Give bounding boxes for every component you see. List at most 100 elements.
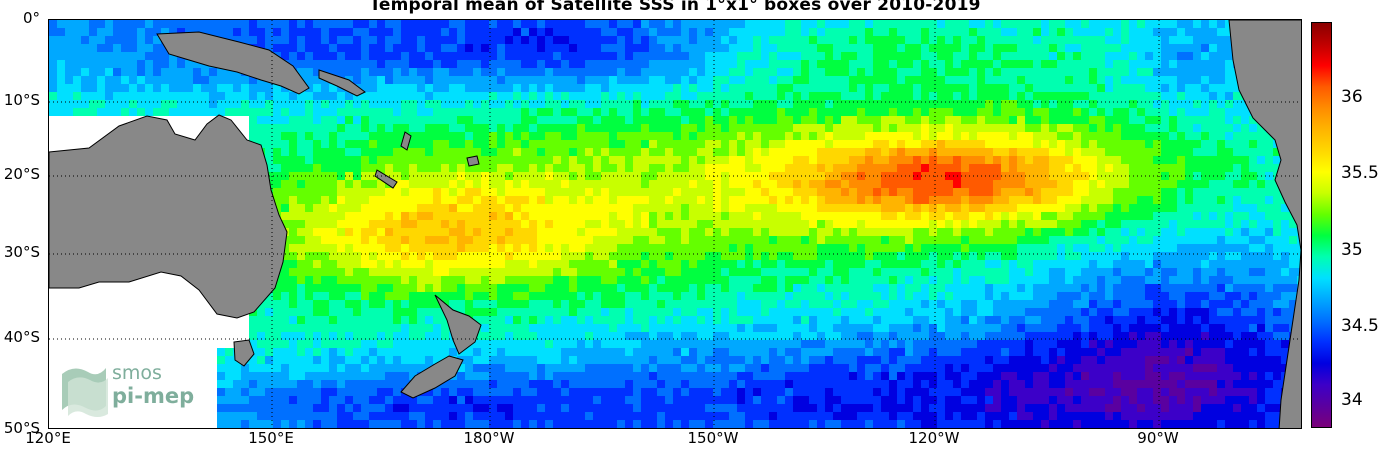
sss-cell [337,124,345,132]
sss-cell [865,284,873,292]
sss-cell [841,220,849,228]
sss-cell [1225,220,1233,228]
sss-cell [625,52,633,60]
sss-cell [873,108,881,116]
sss-cell [457,28,465,36]
sss-cell [801,76,809,84]
sss-cell [1177,180,1185,188]
sss-cell [1001,132,1009,140]
sss-cell [817,52,825,60]
sss-cell [297,100,305,108]
sss-cell [545,284,553,292]
sss-cell [777,100,785,108]
sss-cell [569,124,577,132]
sss-cell [481,268,489,276]
sss-cell [689,44,697,52]
sss-cell [1041,148,1049,156]
sss-cell [577,276,585,284]
sss-cell [1273,212,1281,220]
sss-cell [1225,68,1233,76]
sss-cell [529,156,537,164]
sss-cell [873,44,881,52]
sss-cell [449,284,457,292]
sss-cell [617,148,625,156]
sss-cell [1017,92,1025,100]
sss-cell [793,212,801,220]
sss-cell [1081,196,1089,204]
sss-cell [857,108,865,116]
sss-cell [721,148,729,156]
sss-cell [233,20,241,28]
sss-cell [569,140,577,148]
sss-cell [673,244,681,252]
sss-cell [785,260,793,268]
sss-cell [985,196,993,204]
sss-cell [561,284,569,292]
sss-cell [305,100,313,108]
sss-cell [1265,252,1273,260]
sss-cell [257,20,265,28]
sss-cell [1265,140,1273,148]
sss-cell [601,124,609,132]
sss-cell [657,156,665,164]
sss-cell [353,252,361,260]
sss-cell [865,76,873,84]
sss-cell [713,292,721,300]
sss-cell [1225,212,1233,220]
sss-cell [593,276,601,284]
sss-cell [1225,100,1233,108]
sss-cell [937,260,945,268]
sss-cell [377,212,385,220]
sss-cell [1089,148,1097,156]
sss-cell [561,228,569,236]
sss-cell [457,36,465,44]
sss-cell [609,188,617,196]
sss-cell [1105,140,1113,148]
sss-cell [1145,260,1153,268]
sss-cell [1041,284,1049,292]
sss-cell [681,84,689,92]
sss-cell [177,28,185,36]
sss-cell [425,276,433,284]
sss-cell [1001,108,1009,116]
sss-cell [1153,148,1161,156]
sss-cell [969,292,977,300]
sss-cell [289,132,297,140]
sss-cell [473,116,481,124]
sss-cell [721,84,729,92]
sss-cell [65,20,73,28]
sss-cell [545,108,553,116]
sss-cell [945,52,953,60]
sss-cell [585,220,593,228]
sss-cell [441,268,449,276]
sss-cell [1217,220,1225,228]
sss-cell [321,84,329,92]
sss-cell [1017,124,1025,132]
sss-cell [1033,132,1041,140]
sss-cell [209,76,217,84]
sss-cell [161,76,169,84]
sss-cell [417,36,425,44]
sss-cell [361,28,369,36]
sss-cell [433,68,441,76]
sss-cell [361,212,369,220]
sss-cell [433,236,441,244]
sss-cell [377,92,385,100]
sss-cell [1233,244,1241,252]
sss-cell [681,292,689,300]
sss-cell [1025,140,1033,148]
sss-cell [857,180,865,188]
sss-cell [745,284,753,292]
sss-cell [433,140,441,148]
sss-cell [673,204,681,212]
sss-cell [881,204,889,212]
sss-cell [513,252,521,260]
sss-cell [353,124,361,132]
sss-cell [313,300,321,308]
sss-cell [913,188,921,196]
sss-cell [529,276,537,284]
sss-cell [1081,252,1089,260]
sss-cell [977,20,985,28]
sss-cell [1193,220,1201,228]
sss-cell [721,156,729,164]
